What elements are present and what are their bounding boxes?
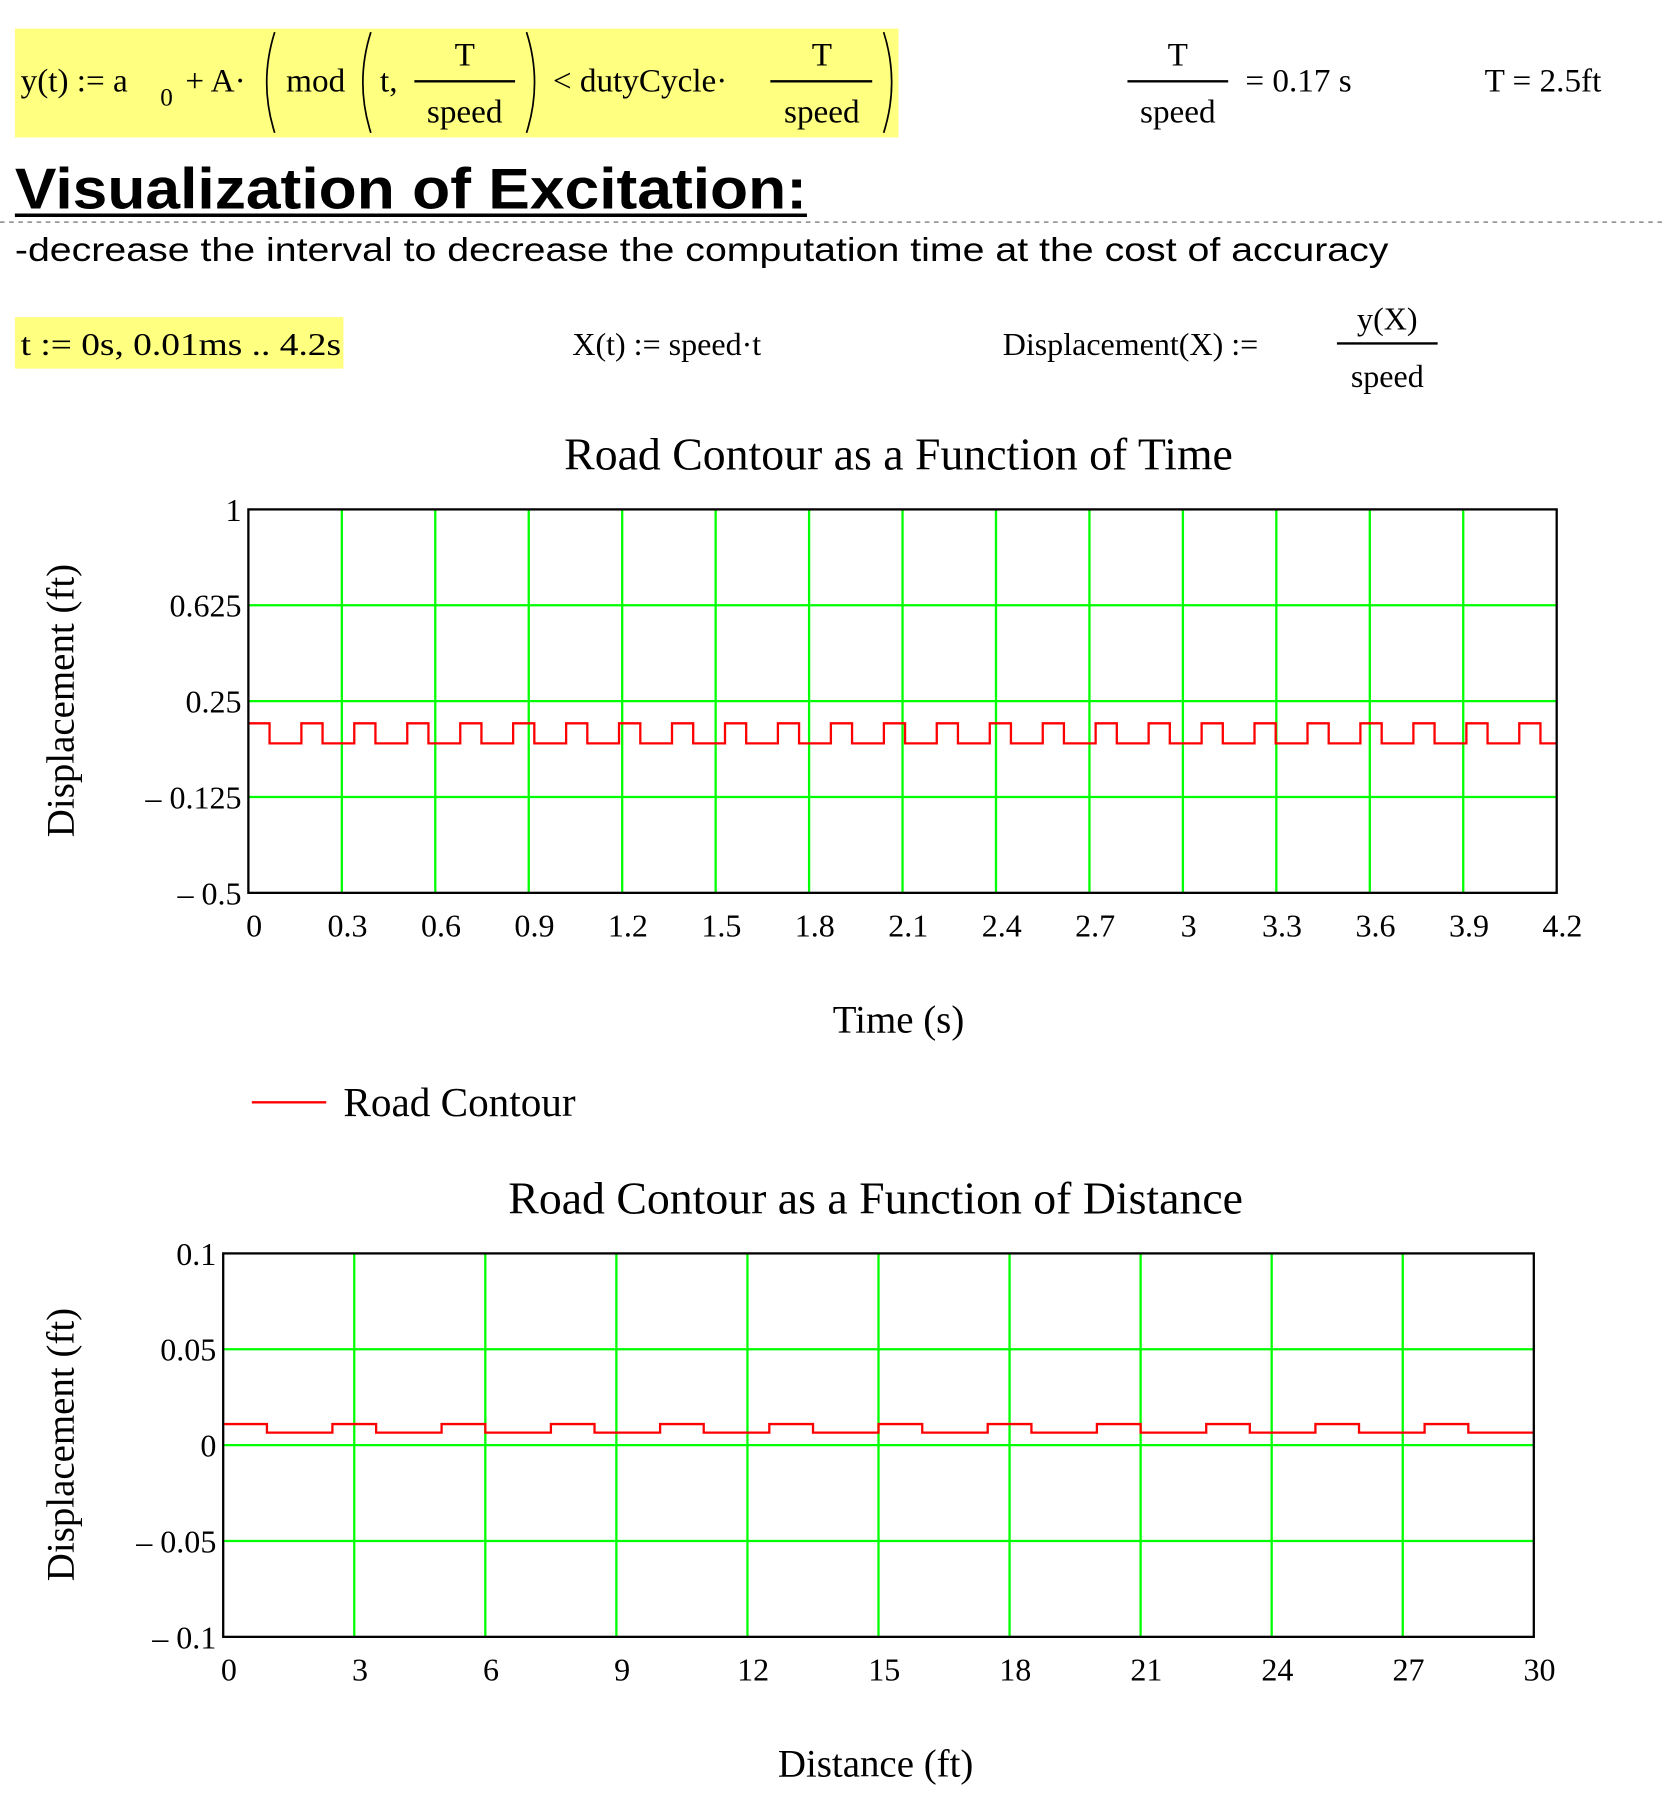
chart-title: Road Contour as a Function of Time [564,428,1233,479]
displacement-definition[interactable]: Displacement(X) := y(X) speed [1003,301,1438,394]
frac1-numerator: T [455,36,475,73]
t-range-definition[interactable]: t := 0s, 0.01ms .. 4.2s [21,326,341,362]
x-tick-label: 0.6 [421,907,461,943]
frac2-numerator: T [812,36,832,73]
period-result: = 0.17 s [1245,63,1351,100]
x-tick-label: 27 [1392,1651,1424,1687]
x-tick-label: 30 [1524,1651,1556,1687]
y-tick-label: 0.1 [176,1236,216,1272]
x-axis-label: Time (s) [833,998,965,1041]
x-tick-label: 15 [868,1651,900,1687]
x-tick-label: 4.2 [1542,907,1582,943]
displacement-denominator: speed [1351,358,1424,394]
y-axis-label: Displacement (ft) [39,1308,82,1581]
T-evaluation[interactable]: T = 2.5ft [1485,63,1603,100]
x-tick-label: 0 [246,907,262,943]
y-tick-label: – 0.5 [176,875,241,911]
x-tick-label: 3 [1181,907,1197,943]
y-axis-label: Displacement (ft) [39,564,82,837]
displacement-numerator: y(X) [1357,301,1417,337]
x-tick-label: 0 [221,1651,237,1687]
x-tick-label: 1.5 [701,907,741,943]
paren-left-outer [265,31,276,134]
y-tick-label: – 0.125 [144,779,241,815]
highlight-box [14,28,899,138]
x-tick-label: 12 [737,1651,769,1687]
period-denominator: speed [1140,94,1216,131]
y-def-lhs: y(t) := a [21,63,128,100]
x-axis-label: Distance (ft) [778,1743,974,1786]
y-def-subscript: 0 [160,84,173,111]
y-def-plus-a: + A· [185,63,245,100]
y-tick-label: 1 [226,492,242,528]
x-tick-label: 3.3 [1262,907,1302,943]
y-tick-label: 0.625 [169,588,241,624]
x-tick-label: 1.8 [795,907,835,943]
period-evaluation[interactable]: T speed = 0.17 s [1127,36,1352,131]
legend-label: Road Contour [343,1079,576,1125]
t-range-highlight [14,317,344,369]
x-tick-label: 2.7 [1075,907,1115,943]
y-tick-label: 0.25 [185,684,241,720]
period-numerator: T [1168,36,1188,73]
displacement-lhs: Displacement(X) := [1003,326,1259,362]
plot-frame [247,508,1558,894]
chart-title: Road Contour as a Function of Distance [508,1172,1243,1223]
y-def-t-arg: t, [380,63,398,100]
paren-left-inner [362,31,372,134]
frac2-denominator: speed [784,94,860,131]
x-tick-label: 24 [1261,1651,1293,1687]
x-tick-label: 18 [999,1651,1031,1687]
y-tick-label: – 0.05 [135,1523,216,1559]
x-tick-label: 3.6 [1355,907,1395,943]
y-def-mod: mod [286,63,345,100]
paren-right-outer [882,31,893,134]
frac1-denominator: speed [427,94,503,131]
x-tick-label: 2.4 [982,907,1022,943]
distance-chart[interactable]: Road Contour as a Function of Distance D… [39,1172,1555,1785]
y-tick-label: – 0.1 [151,1619,216,1655]
x-tick-label: 3 [352,1651,368,1687]
x-tick-label: 0.3 [328,907,368,943]
series-line-road-contour [248,722,1557,745]
y-tick-label: 0 [200,1428,216,1464]
legend: Road Contour [251,1079,576,1125]
y-def-lt-duty: < dutyCycle· [553,63,727,100]
time-chart[interactable]: Road Contour as a Function of Time Displ… [39,428,1582,1041]
x-tick-label: 3.9 [1449,907,1489,943]
x-tick-label: 21 [1130,1651,1162,1687]
x-tick-label: 1.2 [608,907,648,943]
x-tick-label: 9 [614,1651,630,1687]
section-heading: Visualization of Excitation: [15,157,807,221]
plot-frame [222,1252,1535,1639]
y-definition-region[interactable]: y(t) := a 0 + A· mod t, T speed < dutyCy… [14,28,899,138]
section-note: -decrease the interval to decrease the c… [15,232,1389,269]
paren-right-inner [525,31,536,134]
x-tick-label: 0.9 [514,907,554,943]
y-tick-label: 0.05 [160,1332,216,1368]
X-definition[interactable]: X(t) := speed·t [572,326,761,362]
x-tick-label: 2.1 [888,907,928,943]
series-line-road-contour [223,1422,1534,1434]
x-tick-label: 6 [483,1651,499,1687]
